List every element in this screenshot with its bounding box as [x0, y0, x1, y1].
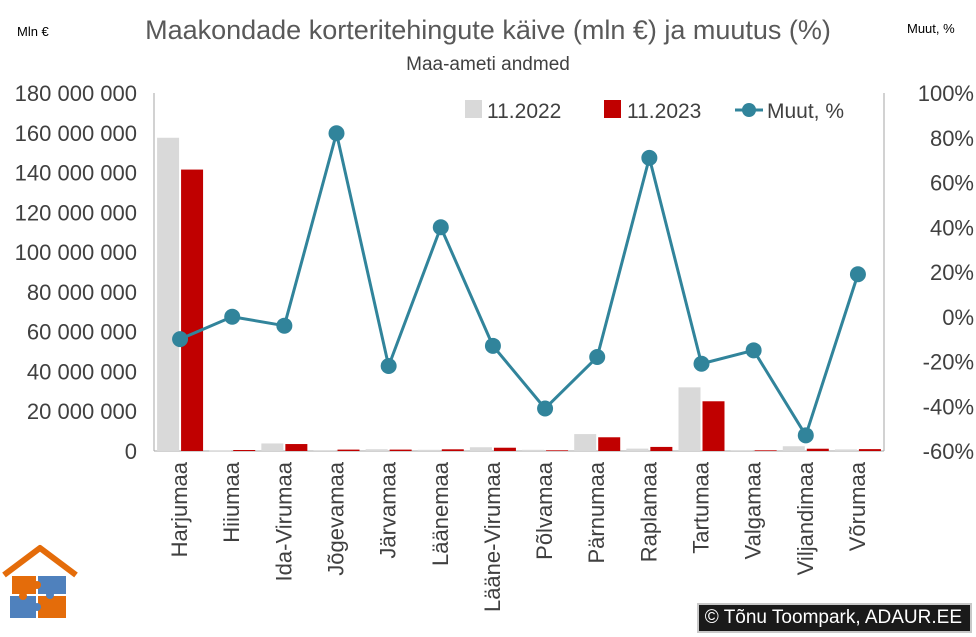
left-axis-unit: Mln €: [17, 24, 50, 39]
change-point-Hiiumaa: [224, 308, 241, 325]
bar-11.2023-Jõgevamaa: [337, 449, 360, 451]
change-line: [179, 131, 860, 437]
change-point-Lääne-Virumaa: [484, 337, 501, 354]
bar-11.2022-Pärnumaa: [574, 434, 597, 451]
bar-11.2022-Järvamaa: [365, 449, 388, 451]
right-tick-label: -40%: [923, 394, 974, 419]
credit-text: Tõnu Toompark, ADAUR.EE: [723, 607, 962, 628]
bar-11.2023-Lääne-Virumaa: [493, 447, 516, 451]
change-point-Valgamaa: [745, 342, 762, 359]
copyright-symbol: ©: [704, 607, 719, 628]
bar-11.2023-Võrumaa: [858, 449, 881, 451]
right-tick-label: 60%: [930, 171, 974, 196]
bar-11.2023-Hiiumaa: [233, 450, 256, 451]
change-point-Pärnumaa: [589, 349, 606, 366]
change-point-Jõgevamaa: [328, 125, 345, 142]
change-point-Järvamaa: [380, 357, 397, 374]
bar-11.2022-Põlvamaa: [522, 449, 545, 451]
bar-11.2023-Põlvamaa: [546, 450, 569, 451]
right-tick-label: -60%: [923, 439, 974, 464]
right-tick-label: 80%: [930, 126, 974, 151]
category-label: Raplamaa: [636, 461, 661, 562]
copyright-badge: © Tõnu Toompark, ADAUR.EE: [696, 603, 972, 633]
left-tick-label: 80 000 000: [27, 280, 137, 305]
bar-11.2023-Raplamaa: [650, 446, 673, 451]
bar-11.2022-Võrumaa: [834, 449, 857, 451]
right-tick-label: 20%: [930, 260, 974, 285]
bar-11.2022-Lääne-Virumaa: [469, 447, 492, 451]
bar-11.2022-Raplamaa: [626, 448, 649, 451]
right-axis-ticks: -60% -40% -20% 0% 20% 40% 60% 80% 100%: [918, 81, 974, 464]
left-tick-label: 120 000 000: [15, 200, 137, 225]
change-point-Võrumaa: [849, 266, 866, 283]
bar-11.2022-Läänemaa: [417, 449, 440, 451]
bar-11.2022-Viljandimaa: [782, 446, 805, 451]
change-point-Ida-Virumaa: [276, 317, 293, 334]
house-puzzle-logo: [2, 545, 78, 618]
category-label: Läänemaa: [428, 461, 453, 566]
bar-11.2023-Ida-Virumaa: [285, 444, 308, 451]
category-label: Jõgevamaa: [324, 461, 349, 576]
left-tick-label: 20 000 000: [27, 399, 137, 424]
category-label: Harjumaa: [167, 461, 192, 557]
category-label: Hiiumaa: [219, 461, 244, 542]
category-label: Pärnumaa: [584, 461, 609, 563]
right-tick-label: 100%: [918, 81, 974, 106]
left-tick-label: 140 000 000: [15, 161, 137, 186]
change-point-Põlvamaa: [537, 400, 554, 417]
category-label: Järvamaa: [376, 461, 401, 558]
right-tick-label: 0%: [942, 305, 974, 330]
bar-11.2023-Valgamaa: [754, 450, 777, 451]
bar-11.2023-Viljandimaa: [806, 448, 829, 451]
legend-label-change: Muut, %: [767, 100, 844, 123]
bars-group: [157, 137, 881, 452]
change-point-Raplamaa: [641, 149, 658, 166]
right-tick-label: 40%: [930, 215, 974, 240]
bar-11.2022-Tartumaa: [678, 387, 701, 451]
bar-11.2022-Valgamaa: [730, 450, 753, 451]
category-label: Valgamaa: [741, 461, 766, 559]
category-label: Viljandimaa: [793, 461, 818, 575]
change-point-Tartumaa: [693, 355, 710, 372]
right-axis-unit: Muut, %: [907, 21, 955, 36]
legend-line-marker: [742, 103, 756, 117]
bar-11.2023-Järvamaa: [389, 449, 412, 451]
bar-11.2023-Läänemaa: [441, 449, 464, 451]
category-label: Tartumaa: [689, 461, 714, 553]
change-point-Harjumaa: [172, 331, 189, 348]
bar-11.2022-Ida-Virumaa: [261, 443, 284, 451]
category-label: Lääne-Virumaa: [480, 461, 505, 612]
left-tick-label: 40 000 000: [27, 359, 137, 384]
category-labels: Harjumaa Hiiumaa Ida-Virumaa Jõgevamaa Järva…: [167, 461, 870, 612]
legend-label-2023: 11.2023: [627, 100, 701, 123]
left-tick-label: 180 000 000: [15, 81, 137, 106]
right-tick-label: -20%: [923, 350, 974, 375]
left-tick-label: 60 000 000: [27, 320, 137, 345]
legend-swatch-2023: [604, 100, 621, 118]
change-point-Läänemaa: [432, 219, 449, 236]
bar-11.2023-Harjumaa: [181, 169, 204, 452]
chart-subtitle: Maa-ameti andmed: [406, 54, 570, 75]
category-label: Põlvamaa: [532, 461, 557, 560]
bar-11.2022-Jõgevamaa: [313, 450, 336, 451]
chart-title: Maakondade korteritehingute käive (mln €…: [145, 15, 831, 45]
left-axis-ticks: 0 20 000 000 40 000 000 60 000 000 80 000 00…: [15, 81, 137, 464]
change-point-Viljandimaa: [797, 427, 814, 444]
legend: 11.2022 11.2023 Muut, %: [465, 100, 844, 123]
bar-11.2023-Pärnumaa: [598, 437, 621, 451]
category-label: Ida-Virumaa: [271, 461, 296, 581]
left-tick-label: 160 000 000: [15, 121, 137, 146]
left-tick-label: 0: [125, 439, 137, 464]
bar-11.2023-Tartumaa: [702, 401, 725, 451]
left-tick-label: 100 000 000: [15, 240, 137, 265]
bar-11.2022-Harjumaa: [157, 137, 180, 451]
change-line-group: [172, 125, 866, 444]
bar-11.2022-Hiiumaa: [209, 450, 232, 452]
category-label: Võrumaa: [845, 461, 870, 551]
legend-swatch-2022: [465, 100, 482, 118]
legend-label-2022: 11.2022: [487, 100, 561, 123]
